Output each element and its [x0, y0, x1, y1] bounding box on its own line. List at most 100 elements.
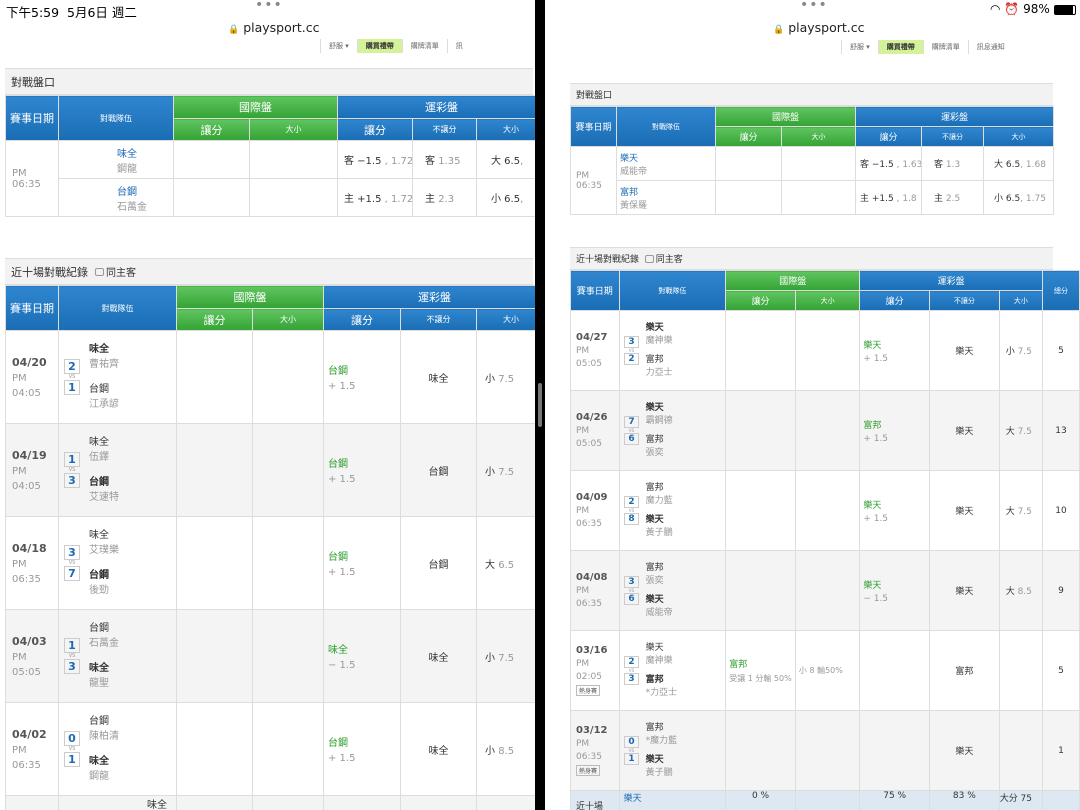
match-teams: 7 VS 6 樂天 霸鋼德 富邦 張奕: [618, 390, 727, 471]
spread-away[interactable]: 客 −1.5 , 1.63: [855, 146, 923, 181]
ml-home[interactable]: 主 2.3: [412, 178, 477, 217]
header-total: 大小: [475, 308, 535, 331]
spread-home[interactable]: 主 +1.5 , 1.8: [855, 180, 923, 215]
header-date: 賽事日期: [570, 106, 617, 147]
total-over[interactable]: 大 6.5,: [475, 140, 535, 179]
total-result: [998, 710, 1044, 791]
header-spread: 讓分: [323, 308, 401, 331]
header-total: 大小: [475, 118, 535, 141]
intl-spread-result: 富邦 受讓 1 分輸 50%: [725, 630, 796, 711]
table-row: 04/18 PM 06:35 3 VS 7 味全 艾璞樂 台鋼 後勁: [5, 516, 535, 610]
total-under[interactable]: 小 6.5,: [475, 178, 535, 217]
alarm-icon: ⏰: [1004, 2, 1020, 16]
odds-time: PM 06:35: [570, 146, 617, 215]
intl-total-result: [252, 423, 324, 517]
menu-item-buy[interactable]: 購買禮帶: [877, 40, 923, 54]
header-teams: 對戰隊伍: [618, 270, 727, 311]
spread-home[interactable]: 主 +1.5 , 1.72: [337, 178, 413, 217]
warmup-badge: 熱身賽: [576, 685, 601, 696]
odds-away: 味全 鋼龍: [58, 140, 174, 179]
ml-result: 台鋼: [400, 423, 477, 517]
team-link[interactable]: 台鋼: [117, 186, 137, 198]
ml-result: 台鋼: [400, 516, 477, 610]
split-handle[interactable]: [538, 383, 542, 427]
intl-spread-home: [715, 180, 782, 215]
header-teams: 對戰隊伍: [616, 106, 716, 147]
menu-item-buy[interactable]: 購買禮帶: [356, 39, 402, 53]
spread-result: 台鋼 + 1.5: [323, 330, 401, 424]
menu-item-msg[interactable]: 訊: [446, 39, 471, 53]
ml-result: 味全: [400, 330, 477, 424]
intl-spread-result: [176, 609, 253, 703]
header-date: 賽事日期: [5, 95, 59, 141]
more-dots-icon[interactable]: •••: [800, 0, 828, 13]
ml-result: 樂天: [929, 390, 1000, 471]
spread-result: 樂天 − 1.5: [859, 550, 930, 631]
warmup-badge: 熱身賽: [576, 765, 601, 776]
more-dots-icon[interactable]: •••: [255, 0, 283, 13]
intl-spread-result: [176, 423, 253, 517]
team-link[interactable]: 味全: [117, 148, 137, 160]
match-date: 04/27 PM 05:05: [570, 310, 620, 391]
table-row: 04/08 PM 06:35 3 VS 6 富邦 張奕 樂天: [570, 550, 1080, 631]
match-teams: 3 VS 2 樂天 魔神樂 富邦 力亞士: [618, 310, 727, 391]
same-home-checkbox[interactable]: [644, 254, 654, 263]
ml-away[interactable]: 客 1.35: [412, 140, 477, 179]
match-date: 04/26 PM 05:05: [570, 390, 620, 471]
intl-total-away: [249, 140, 338, 179]
total-result: 小 7.5: [998, 310, 1044, 391]
menu-item-user[interactable]: 舒服 ▾: [841, 40, 878, 54]
ml-result: 樂天: [929, 550, 1000, 631]
table-row: 04/09 PM 06:35 2 VS 8 富邦 魔力藍 樂天: [570, 470, 1080, 551]
menu-item-list[interactable]: 購牌清單: [401, 39, 447, 53]
header-nospread: 不讓分: [400, 308, 477, 331]
total-over[interactable]: 大 6.5, 1.68: [983, 146, 1055, 181]
recent-section-title: 近十場對戰紀錄 同主客: [5, 258, 533, 285]
intl-spread-result: [725, 310, 796, 391]
team-link[interactable]: 富邦: [620, 187, 639, 198]
match-teams: 1 VS 3 味全 伍鐸 台鋼 艾速特: [58, 423, 177, 517]
match-date: 04/02 PM 06:35: [5, 702, 59, 796]
team-link[interactable]: 樂天: [620, 153, 639, 164]
header-spread: 讓分: [859, 290, 930, 311]
match-teams: 1 VS 3 台鋼 石萬金 味全 龍聖: [58, 609, 177, 703]
match-date: 04/20 PM 04:05: [5, 330, 59, 424]
menu-item-user[interactable]: 舒服 ▾: [320, 39, 357, 53]
spread-result: 樂天 + 1.5: [859, 470, 930, 551]
ml-result: 味全: [400, 702, 477, 796]
total-result: 小 7.5: [475, 423, 535, 517]
header-total: 大小: [983, 126, 1055, 147]
battery-icon: [1053, 4, 1076, 15]
odds-table: 賽事日期 對戰隊伍 國際盤 運彩盤 讓分 大小 讓分 不讓分 大小 PM 06:3…: [5, 95, 535, 217]
menu-item-list[interactable]: 購牌清單: [922, 40, 968, 54]
right-pane: ••• ◠ ⏰ 98% 🔒 playsport.cc 舒服 ▾ 購買禮帶 購牌清…: [545, 0, 1080, 810]
table-row: 04/26 PM 05:05 7 VS 6 樂天 霸鋼德 富邦: [570, 390, 1080, 471]
total-score: 1: [1042, 710, 1080, 791]
header-nospread: 不讓分: [412, 118, 477, 141]
ml-result: 味全: [400, 609, 477, 703]
match-date: 03/16 PM 02:05 熱身賽: [570, 630, 620, 711]
total-result: 大 7.5: [998, 470, 1044, 551]
ml-home[interactable]: 主 2.5: [921, 180, 985, 215]
address-bar[interactable]: 🔒 playsport.cc: [773, 20, 865, 35]
same-home-checkbox[interactable]: [95, 267, 104, 276]
intl-spread-result: [725, 390, 796, 471]
table-row: 03/12 PM 06:35 熱身賽 0 VS 1 富邦 *魔力藍 樂天: [570, 710, 1080, 791]
header-spread: 讓分: [855, 126, 923, 147]
match-teams: 2 VS 3 樂天 魔神樂 富邦 *力亞士: [618, 630, 727, 711]
lock-icon: 🔒: [228, 25, 240, 35]
table-row: 03/16 PM 02:05 熱身賽 2 VS 3 樂天 魔神樂 富邦: [570, 630, 1080, 711]
match-date: 04/19 PM 04:05: [5, 423, 59, 517]
spread-away[interactable]: 客 −1.5 , 1.72: [337, 140, 413, 179]
total-result: 大 6.5: [475, 516, 535, 610]
address-bar[interactable]: 🔒 playsport.cc: [228, 20, 320, 35]
intl-total-result: 小 8 輸50%: [794, 630, 861, 711]
odds-away: 樂天 威能帝: [616, 146, 716, 181]
total-under[interactable]: 小 6.5, 1.75: [983, 180, 1055, 215]
spread-result: 樂天 + 1.5: [859, 310, 930, 391]
menu-item-msg[interactable]: 訊息通知: [967, 40, 1013, 54]
match-date: 03/12 PM 06:35 熱身賽: [570, 710, 620, 791]
ml-away[interactable]: 客 1.3: [921, 146, 985, 181]
partial-row: 味全: [58, 795, 177, 810]
intl-spread-result: [176, 516, 253, 610]
